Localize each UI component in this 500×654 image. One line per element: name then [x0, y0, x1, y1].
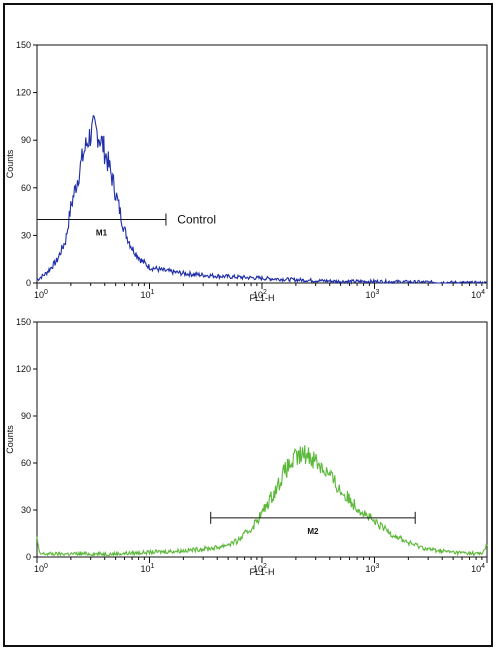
- annotation-label: Control: [177, 213, 216, 227]
- x-tick-label: 103: [366, 289, 380, 300]
- y-tick-label: 0: [26, 552, 31, 562]
- y-tick-label: 90: [21, 411, 31, 421]
- histogram-panel-sample: 0 30 60 90 120 150 100 101 102 103 104 FL1-H Counts M…: [5, 317, 488, 577]
- x-tick-label: 100: [34, 563, 48, 574]
- y-tick-label: 150: [16, 40, 31, 50]
- x-axis-label: FL1-H: [249, 567, 274, 577]
- y-tick-label: 150: [16, 317, 31, 327]
- marker-label: M1: [96, 229, 108, 238]
- x-tick-label: 102: [253, 289, 267, 300]
- histogram-line: [36, 445, 488, 558]
- x-tick-label: 104: [471, 289, 485, 300]
- y-tick-label: 90: [21, 135, 31, 145]
- y-axis-label: Counts: [5, 149, 15, 178]
- y-tick-label: 30: [21, 230, 31, 240]
- y-tick-label: 120: [16, 88, 31, 98]
- y-tick-label: 60: [21, 183, 31, 193]
- x-tick-label: 103: [366, 563, 380, 574]
- x-tick-label: 102: [253, 563, 267, 574]
- figure-frame: [3, 3, 493, 647]
- x-tick-label: 101: [141, 289, 155, 300]
- x-tick-label: 100: [34, 289, 48, 300]
- y-tick-label: 30: [21, 505, 31, 515]
- marker-label: M2: [307, 527, 319, 536]
- x-tick-label: 104: [471, 563, 485, 574]
- y-tick-label: 60: [21, 458, 31, 468]
- y-axis-label: Counts: [5, 425, 15, 454]
- plot-area: [36, 321, 488, 558]
- histogram-line: [36, 114, 488, 285]
- y-tick-label: 0: [26, 278, 31, 288]
- x-tick-label: 101: [141, 563, 155, 574]
- y-tick-label: 120: [16, 364, 31, 374]
- histogram-panel-control: 0 30 60 90 120 150 100 101 102 103 104 FL1-H Counts M…: [5, 40, 488, 303]
- x-axis-label: FL1-H: [249, 293, 274, 303]
